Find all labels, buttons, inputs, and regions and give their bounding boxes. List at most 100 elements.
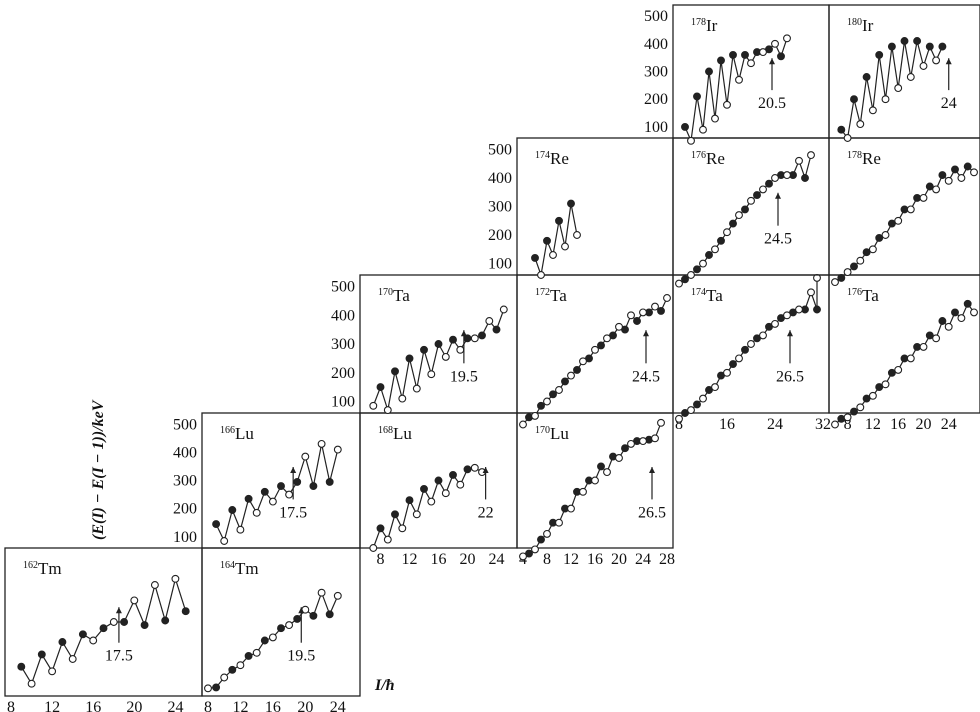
open-point — [881, 95, 890, 104]
open-point — [252, 648, 261, 657]
filled-point — [913, 342, 922, 351]
filled-point — [900, 37, 909, 45]
nucleus-label: 172Ta — [535, 286, 567, 305]
filled-point — [938, 317, 947, 325]
filled-point — [434, 340, 443, 348]
open-point — [383, 406, 392, 415]
filled-point — [693, 92, 701, 101]
filled-point — [228, 665, 237, 674]
x-tick-label: 20 — [297, 699, 313, 712]
x-tick-label: 20 — [126, 699, 142, 712]
spin-annotation: 17.5 — [105, 648, 133, 665]
filled-point — [376, 524, 385, 533]
mass-number: 180 — [847, 17, 862, 28]
open-point — [317, 588, 326, 597]
open-point — [555, 518, 563, 527]
open-point — [268, 497, 277, 506]
filled-point — [212, 683, 221, 692]
open-point — [531, 545, 539, 554]
nucleus-label: 164Tm — [220, 559, 259, 578]
open-point — [807, 288, 815, 297]
open-point — [759, 48, 767, 57]
open-point — [771, 174, 779, 182]
x-tick-label: 20 — [460, 551, 476, 568]
nucleus-label: 170Ta — [378, 286, 410, 305]
y-tick-label: 400 — [331, 307, 355, 324]
filled-point — [244, 651, 253, 660]
mass-number: 170 — [535, 425, 550, 436]
x-tick-label: 24 — [330, 699, 346, 712]
open-point — [957, 174, 966, 182]
open-point — [759, 331, 767, 340]
nucleus-label: 178Re — [847, 149, 881, 168]
filled-point — [887, 42, 896, 51]
spin-annotation: 24.5 — [764, 231, 792, 248]
filled-point — [741, 205, 749, 214]
filled-point — [492, 325, 501, 334]
filled-point — [293, 477, 302, 486]
marker-arrow-head — [787, 330, 793, 337]
y-tick-label: 100 — [488, 256, 512, 273]
element-symbol: Ta — [393, 286, 410, 305]
filled-point — [938, 171, 947, 180]
element-symbol: Lu — [235, 424, 254, 443]
panel-174ta: 174Ta 8 16 24 32 26.5 — [672, 273, 831, 433]
filled-point — [633, 317, 641, 325]
mass-number: 176 — [691, 150, 706, 161]
filled-point — [681, 122, 689, 131]
x-tick-label: 8 — [7, 699, 15, 712]
open-point — [204, 684, 212, 693]
open-point — [456, 345, 465, 354]
open-point — [906, 354, 915, 363]
filled-point — [887, 219, 896, 228]
open-point — [537, 271, 545, 279]
element-symbol: Ir — [706, 16, 718, 35]
open-point — [759, 185, 767, 194]
open-point — [383, 535, 392, 544]
open-point — [699, 125, 707, 134]
open-point — [771, 319, 779, 328]
filled-point — [161, 616, 170, 625]
open-point — [567, 371, 575, 380]
filled-point — [741, 50, 749, 59]
filled-point — [420, 484, 428, 493]
spin-annotation: 24.5 — [632, 368, 660, 385]
marker-arrow-head — [643, 330, 649, 337]
open-point — [868, 391, 877, 400]
filled-point — [963, 162, 972, 171]
y-tick-label: 100 — [644, 119, 668, 136]
open-point — [970, 168, 978, 177]
panel-174re: 174Re 100 200 300 400 500 — [488, 137, 674, 279]
element-symbol: Ta — [706, 286, 723, 305]
filled-point — [17, 662, 26, 671]
filled-point — [228, 506, 237, 514]
panel-164tm: 164Tm 8 12 16 20 24 19.5 — [201, 547, 361, 712]
y-tick-label: 200 — [331, 365, 355, 382]
filled-point — [531, 253, 539, 262]
open-point — [675, 414, 683, 423]
open-point — [427, 370, 436, 379]
open-point — [795, 156, 803, 165]
filled-point — [729, 50, 737, 59]
open-point — [27, 679, 36, 688]
filled-point — [478, 331, 486, 340]
open-point — [699, 259, 707, 268]
filled-point — [705, 251, 713, 259]
panels-layer: 162Tm10020030040050081216202417.5164Tm81… — [4, 4, 980, 712]
x-tick-label: 20 — [611, 551, 627, 568]
open-point — [603, 334, 611, 343]
open-point — [48, 667, 57, 676]
filled-point — [325, 610, 334, 619]
open-point — [567, 504, 575, 513]
open-point — [843, 134, 852, 142]
open-point — [499, 305, 508, 314]
open-point — [427, 497, 436, 506]
filled-point — [120, 618, 129, 626]
open-point — [236, 661, 245, 670]
filled-point — [244, 494, 253, 503]
filled-point — [837, 273, 846, 282]
open-point — [561, 242, 569, 251]
filled-point — [573, 365, 581, 374]
open-point — [747, 340, 755, 348]
open-point — [603, 468, 611, 477]
